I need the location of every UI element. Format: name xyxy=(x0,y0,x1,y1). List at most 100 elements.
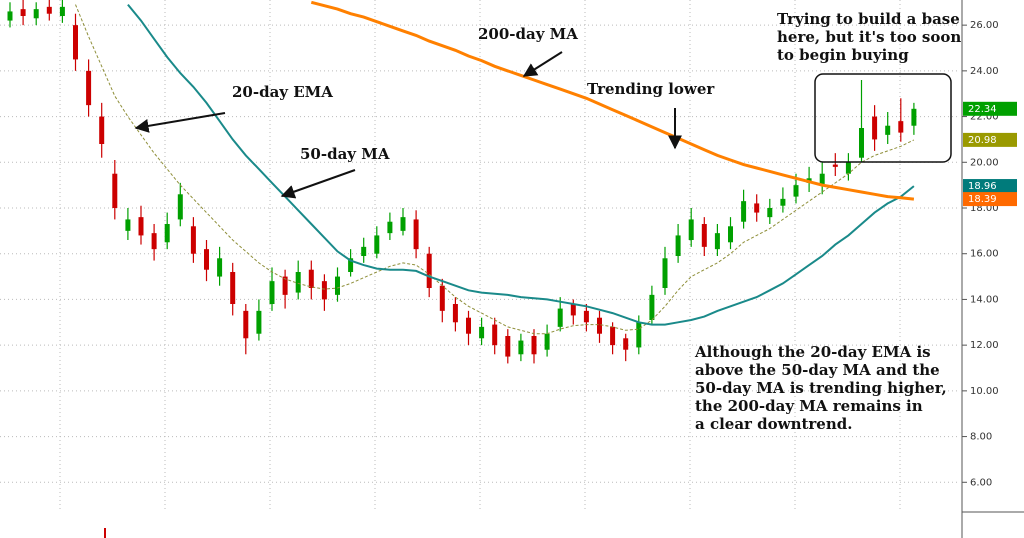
price-tag-label: 18.96 xyxy=(968,181,997,192)
candle-body xyxy=(190,226,196,254)
candle-body xyxy=(531,336,537,355)
price-tag-label: 18.39 xyxy=(968,194,997,205)
price-tag xyxy=(963,132,1017,147)
y-tick-label: 26.00 xyxy=(970,20,999,31)
candle-body xyxy=(348,258,354,272)
price-tag xyxy=(963,101,1017,116)
candle-body xyxy=(583,310,589,323)
candle-body xyxy=(819,173,825,186)
annotation: to begin buying xyxy=(777,46,909,64)
candle-body xyxy=(741,201,747,222)
price-tag-label: 20.98 xyxy=(968,135,997,146)
plot-area xyxy=(7,0,917,364)
candle-body xyxy=(256,310,262,334)
annotations: 20-day EMA 50-day MA 200-day MA Trending lo… xyxy=(232,10,961,433)
candle-body xyxy=(505,336,511,357)
horizontal-grid xyxy=(0,24,960,483)
candle-body xyxy=(728,226,733,243)
candle-body xyxy=(269,281,275,304)
candle-body xyxy=(243,310,249,339)
candle-body xyxy=(217,258,223,277)
candle-body xyxy=(426,253,432,288)
candle-body xyxy=(570,304,576,316)
candle-body xyxy=(662,258,668,288)
ma-line xyxy=(310,0,915,201)
candle-body xyxy=(557,308,563,327)
candle-body xyxy=(387,221,393,234)
candle-body xyxy=(714,233,720,250)
candle-body xyxy=(177,194,183,220)
annotation: Although the 20-day EMA is xyxy=(694,343,931,361)
candle-body xyxy=(754,203,760,213)
ma-line xyxy=(75,4,915,335)
y-tick-label: 24.00 xyxy=(970,66,999,77)
candle-body xyxy=(466,317,471,334)
candle-body xyxy=(112,173,118,208)
candle-body xyxy=(335,276,340,295)
y-tick-label: 22.00 xyxy=(970,112,999,123)
candle-body xyxy=(295,272,301,293)
candle-body xyxy=(125,219,131,231)
candle-body xyxy=(308,269,314,288)
candle-body xyxy=(636,322,642,348)
annotation: Trending lower xyxy=(587,80,715,98)
candle-body xyxy=(701,224,707,247)
y-tick-label: 10.00 xyxy=(970,386,999,397)
candle-body xyxy=(610,326,616,346)
y-tick-label: 12.00 xyxy=(970,340,999,351)
candle-body xyxy=(321,281,327,300)
candle-body xyxy=(20,9,26,16)
annotation: 50-day MA xyxy=(300,145,390,163)
candle-body xyxy=(767,208,773,218)
candle-body xyxy=(780,198,786,206)
price-tag-label: 22.34 xyxy=(968,104,997,115)
y-tick-label: 20.00 xyxy=(970,157,999,168)
y-tick-label: 18.00 xyxy=(970,203,999,214)
candle-body xyxy=(898,121,904,133)
base-box xyxy=(814,73,952,163)
candle-body xyxy=(164,224,170,243)
price-tag xyxy=(963,192,1017,207)
candle-body xyxy=(46,6,52,14)
candle-body xyxy=(204,249,209,270)
arrows xyxy=(134,51,682,199)
candle-body xyxy=(86,70,92,106)
annotation: Trying to build a base xyxy=(777,10,960,28)
y-tick-label: 16.00 xyxy=(970,249,999,260)
candle-body xyxy=(623,338,629,350)
candle-body xyxy=(282,276,288,295)
candle-body xyxy=(361,246,367,256)
annotation: a clear downtrend. xyxy=(695,415,852,433)
candle-body xyxy=(793,185,799,197)
candle-body xyxy=(845,162,851,174)
candle-body xyxy=(138,217,144,236)
candle-body xyxy=(99,116,105,144)
candle-body xyxy=(479,326,485,339)
candle-body xyxy=(151,233,157,250)
annotation: the 200-day MA remains in xyxy=(695,397,923,415)
annotation: 20-day EMA xyxy=(232,83,333,101)
price-tag xyxy=(963,179,1017,194)
candle-body xyxy=(597,317,602,334)
candle-body xyxy=(452,304,458,323)
candle-body xyxy=(492,324,498,346)
candle-body xyxy=(649,294,655,320)
candle-body xyxy=(885,125,891,135)
y-tick-label: 8.00 xyxy=(970,432,992,443)
candle-body xyxy=(675,235,681,256)
candle-body xyxy=(230,272,236,304)
y-axis-labels: 26.00 24.00 22.00 20.00 18.00 16.00 14.00 12.00… xyxy=(962,20,1017,488)
annotation: here, but it's too soon xyxy=(777,28,961,46)
candle-body xyxy=(518,340,524,355)
candle-body xyxy=(374,235,380,254)
candle-body xyxy=(59,6,65,16)
annotation: 50-day MA is trending higher, xyxy=(695,379,947,397)
vertical-grid xyxy=(59,0,901,512)
annotation: above the 50-day MA and the xyxy=(695,361,940,379)
candle-body xyxy=(688,219,694,240)
candle-body xyxy=(7,11,13,21)
candle-body xyxy=(439,285,445,311)
candle-body xyxy=(911,108,917,126)
candle-body xyxy=(832,164,838,167)
